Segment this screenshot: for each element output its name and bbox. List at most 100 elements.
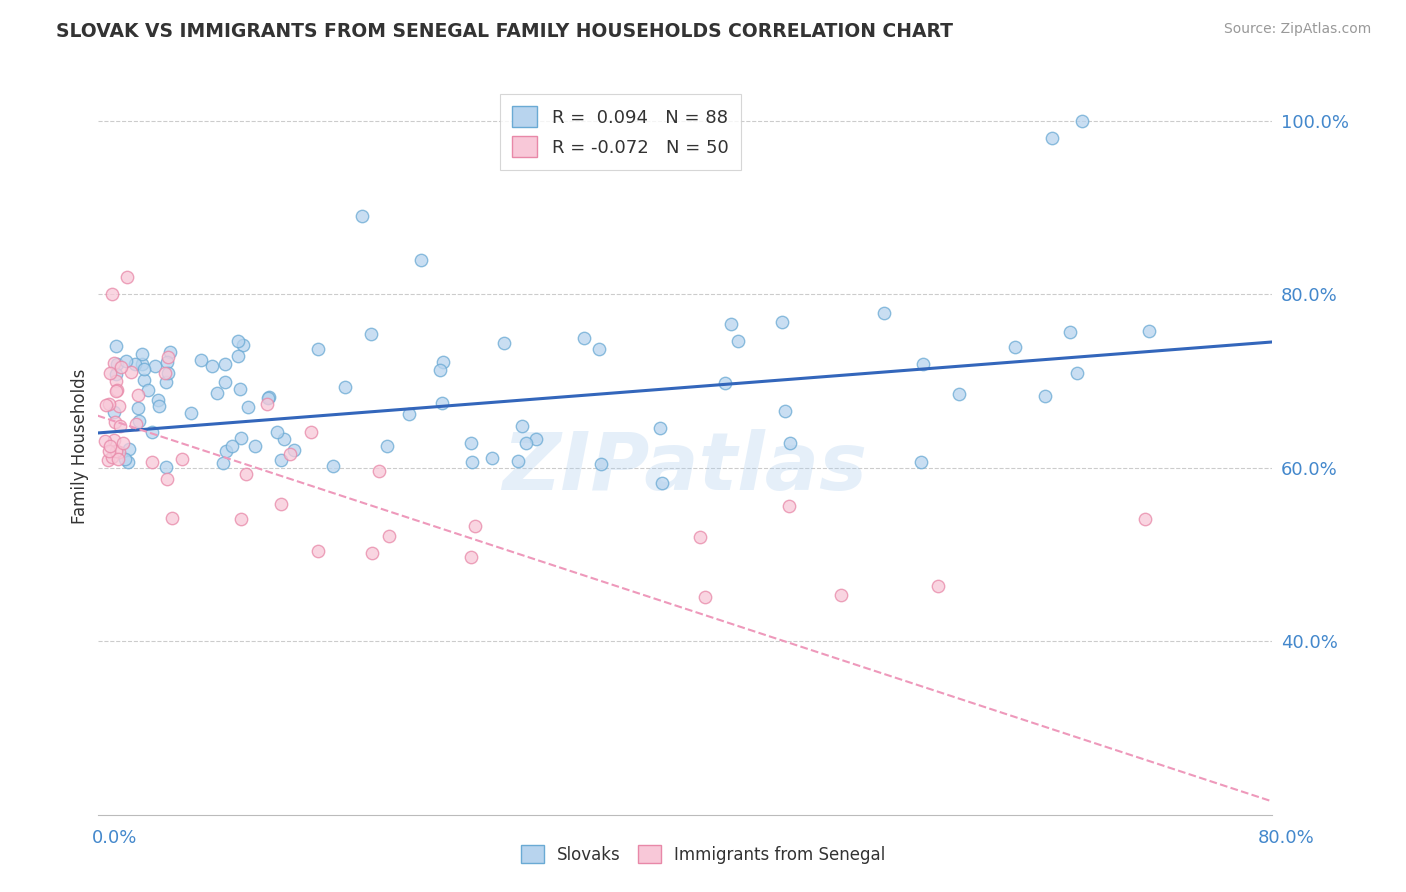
Point bbox=[141, 425, 163, 439]
Point bbox=[727, 334, 749, 348]
Point bbox=[131, 347, 153, 361]
Point bbox=[108, 418, 131, 433]
Point bbox=[256, 392, 278, 406]
Point bbox=[101, 287, 124, 301]
Point bbox=[243, 439, 266, 453]
Point bbox=[143, 359, 166, 374]
Point bbox=[107, 452, 129, 467]
Point bbox=[134, 361, 156, 376]
Point bbox=[105, 384, 128, 398]
Point bbox=[695, 591, 717, 605]
Point bbox=[104, 384, 127, 398]
Point bbox=[229, 431, 252, 445]
Point bbox=[200, 359, 222, 373]
Point bbox=[215, 444, 238, 458]
Text: 80.0%: 80.0% bbox=[1258, 829, 1315, 847]
Point bbox=[1059, 326, 1081, 340]
Point bbox=[115, 269, 138, 284]
Point bbox=[124, 357, 146, 371]
Point bbox=[307, 543, 329, 558]
Point bbox=[103, 356, 125, 370]
Point bbox=[280, 447, 302, 461]
Point bbox=[322, 459, 344, 474]
Point bbox=[111, 436, 134, 450]
Point bbox=[350, 209, 373, 223]
Point bbox=[228, 382, 250, 396]
Point bbox=[148, 399, 170, 413]
Legend: R =  0.094   N = 88, R = -0.072   N = 50: R = 0.094 N = 88, R = -0.072 N = 50 bbox=[499, 94, 741, 169]
Point bbox=[375, 439, 398, 453]
Point bbox=[270, 497, 292, 511]
Point bbox=[770, 315, 793, 329]
Point bbox=[361, 546, 384, 560]
Point bbox=[367, 464, 389, 478]
Point bbox=[131, 357, 153, 371]
Point bbox=[221, 439, 243, 453]
Point bbox=[114, 451, 136, 466]
Point bbox=[259, 390, 281, 404]
Point bbox=[494, 336, 516, 351]
Y-axis label: Family Households: Family Households bbox=[72, 368, 89, 524]
Point bbox=[118, 442, 141, 456]
Point bbox=[211, 456, 233, 470]
Point bbox=[205, 385, 228, 400]
Point bbox=[114, 354, 136, 368]
Point bbox=[162, 511, 184, 525]
Point bbox=[127, 401, 149, 415]
Point bbox=[378, 529, 401, 543]
Point bbox=[94, 398, 117, 412]
Point bbox=[105, 374, 128, 388]
Point bbox=[128, 414, 150, 428]
Point bbox=[103, 405, 125, 419]
Point bbox=[409, 252, 432, 267]
Point bbox=[228, 334, 250, 348]
Point bbox=[651, 476, 673, 491]
Point bbox=[100, 366, 122, 380]
Point bbox=[236, 401, 259, 415]
Point bbox=[432, 354, 454, 368]
Text: SLOVAK VS IMMIGRANTS FROM SENEGAL FAMILY HOUSEHOLDS CORRELATION CHART: SLOVAK VS IMMIGRANTS FROM SENEGAL FAMILY… bbox=[56, 22, 953, 41]
Point bbox=[591, 457, 613, 471]
Point bbox=[156, 355, 179, 369]
Point bbox=[481, 451, 503, 466]
Point bbox=[333, 379, 356, 393]
Point bbox=[910, 455, 932, 469]
Point bbox=[108, 445, 131, 459]
Point bbox=[778, 499, 800, 513]
Point bbox=[97, 444, 120, 458]
Point bbox=[1033, 389, 1056, 403]
Point bbox=[773, 404, 796, 418]
Text: ZIPatlas: ZIPatlas bbox=[502, 429, 868, 508]
Point bbox=[105, 443, 128, 458]
Point bbox=[779, 436, 801, 450]
Point bbox=[460, 549, 482, 564]
Point bbox=[1004, 340, 1026, 354]
Point bbox=[588, 342, 610, 356]
Point bbox=[231, 512, 253, 526]
Point bbox=[398, 408, 420, 422]
Point bbox=[266, 425, 288, 439]
Point bbox=[830, 588, 852, 602]
Point bbox=[117, 455, 139, 469]
Point bbox=[105, 357, 128, 371]
Point bbox=[430, 395, 453, 409]
Text: Source: ZipAtlas.com: Source: ZipAtlas.com bbox=[1223, 22, 1371, 37]
Point bbox=[273, 432, 295, 446]
Point bbox=[299, 425, 322, 439]
Point bbox=[155, 459, 177, 474]
Point bbox=[720, 318, 742, 332]
Point bbox=[912, 357, 935, 371]
Point bbox=[461, 455, 484, 469]
Point bbox=[927, 579, 949, 593]
Point bbox=[232, 338, 254, 352]
Point bbox=[360, 326, 382, 341]
Point bbox=[214, 357, 236, 371]
Point bbox=[94, 434, 117, 448]
Point bbox=[873, 306, 896, 320]
Point bbox=[120, 365, 142, 379]
Point bbox=[689, 530, 711, 544]
Point bbox=[155, 375, 177, 389]
Text: 0.0%: 0.0% bbox=[91, 829, 136, 847]
Point bbox=[512, 419, 534, 434]
Point bbox=[515, 436, 537, 450]
